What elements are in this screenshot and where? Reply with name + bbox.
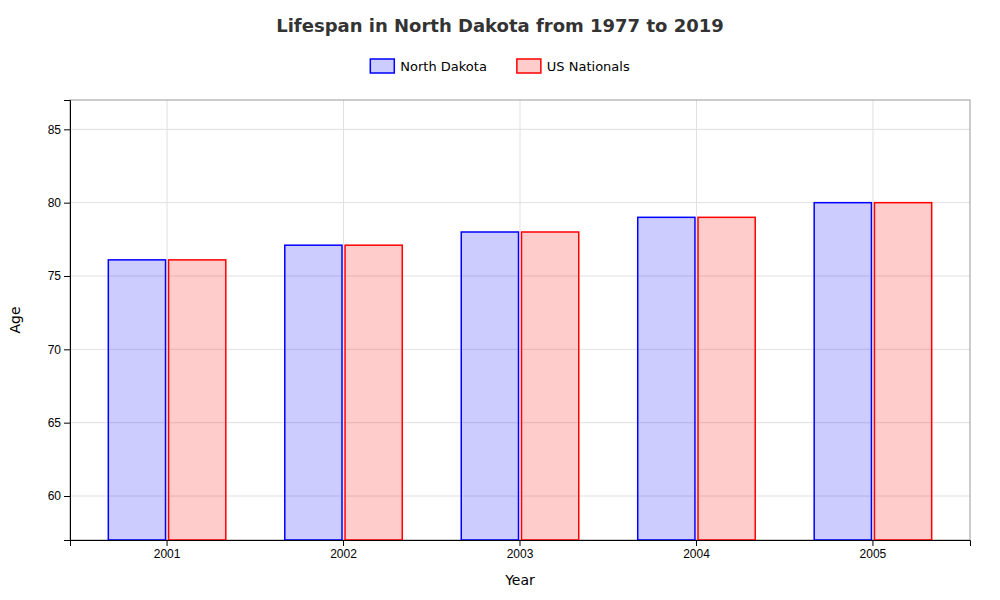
legend: North Dakota US Nationals — [370, 59, 630, 74]
bar — [461, 232, 518, 540]
x-axis-title: Year — [504, 572, 535, 588]
y-axis-title: Age — [7, 306, 23, 333]
x-axis-line — [71, 541, 971, 547]
x-tick-mark — [872, 540, 873, 546]
plot-frame — [70, 100, 970, 540]
y-tick: 75 — [48, 269, 70, 283]
bar — [522, 232, 579, 540]
y-tick-mark — [64, 203, 70, 204]
x-tick-label: 2003 — [507, 547, 534, 561]
x-grid-line — [343, 100, 344, 540]
x-tick-label: 2002 — [330, 547, 357, 561]
x-axis: 2001 2002 2003 2004 2005 — [71, 540, 971, 561]
y-tick: 80 — [48, 196, 70, 210]
x-tick-label: 2001 — [154, 547, 181, 561]
x-tick: 2003 — [507, 540, 534, 561]
y-tick-label: 75 — [48, 269, 62, 283]
bars — [108, 203, 931, 540]
bar — [638, 217, 695, 540]
title: Lifespan in North Dakota from 1977 to 20… — [276, 15, 724, 36]
x-tick-mark — [520, 540, 521, 546]
legend-swatch — [370, 59, 394, 73]
x-tick: 2002 — [330, 540, 357, 561]
chart: 2001 2002 2003 2004 2005 60 65 70 75 80 85 Year Age L… — [0, 0, 1000, 600]
y-tick-mark — [64, 129, 70, 130]
bar — [108, 260, 165, 540]
legend-item: US Nationals — [517, 59, 630, 74]
y-tick: 70 — [48, 343, 70, 357]
bar — [169, 260, 226, 540]
bar — [345, 245, 402, 540]
x-tick-mark — [343, 540, 344, 546]
legend-swatch — [517, 59, 541, 73]
y-tick-label: 70 — [48, 343, 62, 357]
series — [169, 203, 932, 540]
y-tick-label: 60 — [48, 489, 62, 503]
grid — [70, 100, 970, 540]
y-axis-line — [64, 101, 71, 541]
legend-item: North Dakota — [370, 59, 487, 74]
bar — [698, 217, 755, 540]
y-tick-label: 85 — [48, 123, 62, 137]
x-tick-label: 2004 — [683, 547, 710, 561]
x-tick: 2005 — [860, 540, 887, 561]
x-tick: 2004 — [683, 540, 710, 561]
y-tick: 85 — [48, 123, 70, 137]
legend-label: North Dakota — [400, 59, 487, 74]
y-tick-mark — [64, 496, 70, 497]
x-grid-line — [167, 100, 168, 540]
y-tick: 65 — [48, 416, 70, 430]
x-tick-mark — [696, 540, 697, 546]
x-tick: 2001 — [154, 540, 181, 561]
x-grid-line — [696, 100, 697, 540]
plot: 2001 2002 2003 2004 2005 60 65 70 75 80 85 — [48, 100, 971, 561]
y-tick-mark — [64, 349, 70, 350]
x-tick-label: 2005 — [860, 547, 887, 561]
legend-label: US Nationals — [547, 59, 630, 74]
y-tick-label: 80 — [48, 196, 62, 210]
bar — [285, 245, 342, 540]
bar — [874, 203, 931, 540]
x-grid-line — [872, 100, 873, 540]
y-tick-label: 65 — [48, 416, 62, 430]
y-axis: 60 65 70 75 80 85 — [48, 101, 71, 541]
y-tick-mark — [64, 276, 70, 277]
x-grid-line — [520, 100, 521, 540]
x-tick-mark — [167, 540, 168, 546]
series — [108, 203, 871, 540]
y-tick-mark — [64, 423, 70, 424]
bar — [814, 203, 871, 540]
y-tick: 60 — [48, 489, 70, 503]
